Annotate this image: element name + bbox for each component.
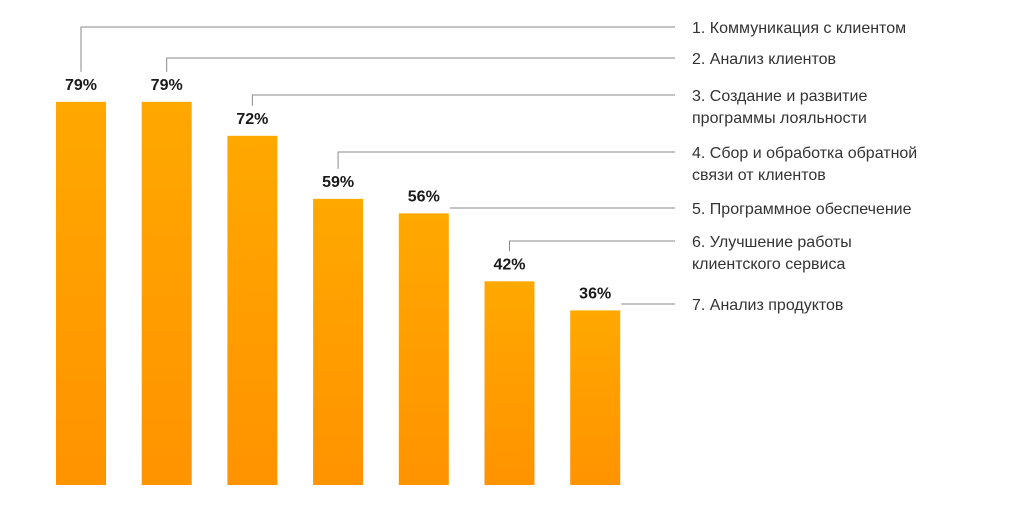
leader-line-2 xyxy=(166,57,675,72)
value-label-3: 72% xyxy=(236,111,268,128)
category-label-7-line-1: 7. Анализ продуктов xyxy=(692,297,843,314)
bar-7 xyxy=(570,310,621,485)
bar-5 xyxy=(398,213,449,485)
category-label-2-line-1: 2. Анализ клиентов xyxy=(692,51,836,68)
category-label-5-line-1: 5. Программное обеспечение xyxy=(692,201,912,218)
category-label-3-line-1: 3. Создание и развитие xyxy=(692,88,867,105)
bars-group xyxy=(56,101,621,486)
leader-lines-group xyxy=(80,26,675,305)
value-label-2: 79% xyxy=(151,77,183,94)
bar-6 xyxy=(484,281,535,485)
category-label-3-line-2: программы лояльности xyxy=(692,110,867,127)
category-label-4: 4. Сбор и обработка обратной связи от кли… xyxy=(692,145,917,184)
category-labels-group: 1. Коммуникация с клиентом 2. Анализ клие… xyxy=(692,20,917,314)
category-label-3: 3. Создание и развитие программы лояльнос… xyxy=(692,88,867,127)
leader-line-6 xyxy=(509,240,675,252)
category-label-5: 5. Программное обеспечение xyxy=(692,201,912,218)
category-label-6-line-1: 6. Улучшение работы xyxy=(692,234,852,251)
bar-1 xyxy=(56,101,106,485)
bar-4 xyxy=(313,198,364,485)
category-label-4-line-2: связи от клиентов xyxy=(692,167,826,184)
leader-line-3 xyxy=(251,94,675,106)
category-label-2: 2. Анализ клиентов xyxy=(692,51,836,68)
value-label-4: 59% xyxy=(322,174,354,191)
category-label-6-line-2: клиентского сервиса xyxy=(692,256,845,273)
leader-line-1 xyxy=(80,26,675,72)
bar-2 xyxy=(141,101,192,485)
category-label-1: 1. Коммуникация с клиентом xyxy=(692,20,906,37)
value-label-1: 79% xyxy=(65,77,97,94)
category-label-4-line-1: 4. Сбор и обработка обратной xyxy=(692,145,917,162)
value-label-5: 56% xyxy=(408,188,440,205)
category-label-6: 6. Улучшение работы клиентского сервиса xyxy=(692,234,852,273)
bar-3 xyxy=(227,135,278,486)
value-labels-group: 79% 79% 72% 59% 56% 42% 36% xyxy=(65,77,611,303)
leader-line-4 xyxy=(337,151,675,169)
value-label-7: 36% xyxy=(579,285,611,302)
category-label-1-line-1: 1. Коммуникация с клиентом xyxy=(692,20,906,37)
category-label-7: 7. Анализ продуктов xyxy=(692,297,843,314)
value-label-6: 42% xyxy=(493,256,525,273)
